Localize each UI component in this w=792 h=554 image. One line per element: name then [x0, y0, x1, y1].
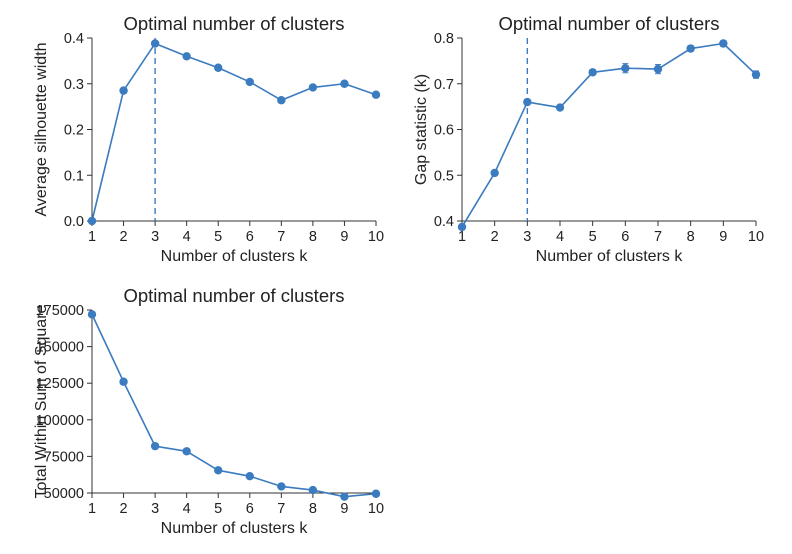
silhouette-xtick-label: 8: [309, 229, 317, 245]
silhouette-point: [372, 91, 380, 99]
gap-point: [490, 169, 498, 177]
wss-xtick-label: 1: [88, 501, 96, 517]
silhouette-xtick-label: 10: [368, 229, 384, 245]
silhouette-xtick-label: 5: [214, 229, 222, 245]
gap-xtick-label: 7: [654, 229, 662, 245]
silhouette-ytick-label: 0.2: [64, 123, 84, 139]
gap-ytick-label: 0.7: [434, 77, 454, 93]
silhouette-point: [277, 96, 285, 104]
gap-ytick-label: 0.4: [434, 214, 454, 230]
wss-point: [246, 472, 254, 480]
gap-line: [462, 43, 756, 226]
wss-point: [88, 310, 96, 318]
gap-ytick-label: 0.8: [434, 31, 454, 47]
gap-ylabel: Gap statistic (k): [413, 74, 430, 185]
wss-xtick-label: 3: [151, 501, 159, 517]
gap-xtick-label: 6: [621, 229, 629, 245]
wss-xtick-label: 8: [309, 501, 317, 517]
gap-chart: Optimal number of clusters 1 2 3 4 5 6 7 8 9 10 0.4…: [410, 8, 770, 273]
wss-point: [340, 492, 348, 500]
silhouette-ylabel: Average silhouette width: [33, 42, 50, 216]
wss-point: [372, 490, 380, 498]
silhouette-point: [88, 217, 96, 225]
gap-ytick-label: 0.5: [434, 168, 454, 184]
silhouette-point: [340, 80, 348, 88]
gap-point: [752, 70, 760, 78]
silhouette-point: [214, 64, 222, 72]
silhouette-line: [92, 43, 376, 221]
wss-chart: Optimal number of clusters12345678910500…: [30, 280, 390, 545]
gap-title: Optimal number of clusters: [498, 13, 719, 34]
wss-point: [277, 482, 285, 490]
gap-xtick-label: 5: [589, 229, 597, 245]
gap-point: [654, 65, 662, 73]
silhouette-ytick-label: 0.0: [64, 214, 84, 230]
silhouette-point: [309, 83, 317, 91]
silhouette-chart: Optimal number of clusters 1 2 3 4 5 6 7 8 9 10 0.0…: [30, 8, 390, 273]
silhouette-xtick-label: 2: [120, 229, 128, 245]
gap-xtick-label: 2: [491, 229, 499, 245]
gap-svg: Optimal number of clusters 1 2 3 4 5 6 7 8 9 10 0.4…: [410, 8, 770, 273]
wss-point: [151, 442, 159, 450]
wss-point: [119, 378, 127, 386]
silhouette-point: [151, 39, 159, 47]
wss-svg: Optimal number of clusters12345678910500…: [30, 280, 390, 545]
wss-xtick-label: 7: [277, 501, 285, 517]
gap-ytick-label: 0.6: [434, 123, 454, 139]
gap-xtick-label: 1: [458, 229, 466, 245]
wss-ylabel: Total Within Sum of Square: [33, 304, 50, 498]
gap-xtick-label: 9: [719, 229, 727, 245]
wss-point: [182, 447, 190, 455]
wss-xtick-label: 6: [246, 501, 254, 517]
silhouette-title: Optimal number of clusters: [123, 13, 344, 34]
silhouette-ytick-label: 0.3: [64, 77, 84, 93]
wss-xtick-label: 10: [368, 501, 384, 517]
wss-xtick-label: 2: [120, 501, 128, 517]
silhouette-xtick-label: 6: [246, 229, 254, 245]
silhouette-xtick-label: 9: [340, 229, 348, 245]
silhouette-ytick-label: 0.4: [64, 31, 84, 47]
gap-point: [523, 98, 531, 106]
gap-xtick-label: 3: [523, 229, 531, 245]
silhouette-xtick-label: 3: [151, 229, 159, 245]
gap-xtick-label: 10: [748, 229, 764, 245]
gap-xtick-label: 8: [687, 229, 695, 245]
wss-point: [214, 466, 222, 474]
silhouette-point: [246, 78, 254, 86]
silhouette-ytick-label: 0.1: [64, 168, 84, 184]
wss-xtick-label: 5: [214, 501, 222, 517]
gap-point: [686, 44, 694, 52]
silhouette-xtick-label: 1: [88, 229, 96, 245]
wss-xtick-label: 4: [183, 501, 191, 517]
gap-point: [621, 64, 629, 72]
silhouette-xlabel: Number of clusters k: [161, 248, 309, 265]
silhouette-point: [119, 86, 127, 94]
gap-point: [458, 223, 466, 231]
silhouette-svg: Optimal number of clusters 1 2 3 4 5 6 7 8 9 10 0.0…: [30, 8, 390, 273]
silhouette-xtick-label: 4: [183, 229, 191, 245]
silhouette-point: [182, 52, 190, 60]
gap-point: [588, 68, 596, 76]
wss-point: [309, 486, 317, 494]
gap-point: [556, 103, 564, 111]
wss-xlabel: Number of clusters k: [161, 520, 309, 537]
wss-line: [92, 314, 376, 496]
silhouette-xtick-label: 7: [277, 229, 285, 245]
wss-title: Optimal number of clusters: [123, 285, 344, 306]
gap-point: [719, 39, 727, 47]
gap-xtick-label: 4: [556, 229, 564, 245]
wss-xtick-label: 9: [340, 501, 348, 517]
gap-xlabel: Number of clusters k: [536, 248, 684, 265]
